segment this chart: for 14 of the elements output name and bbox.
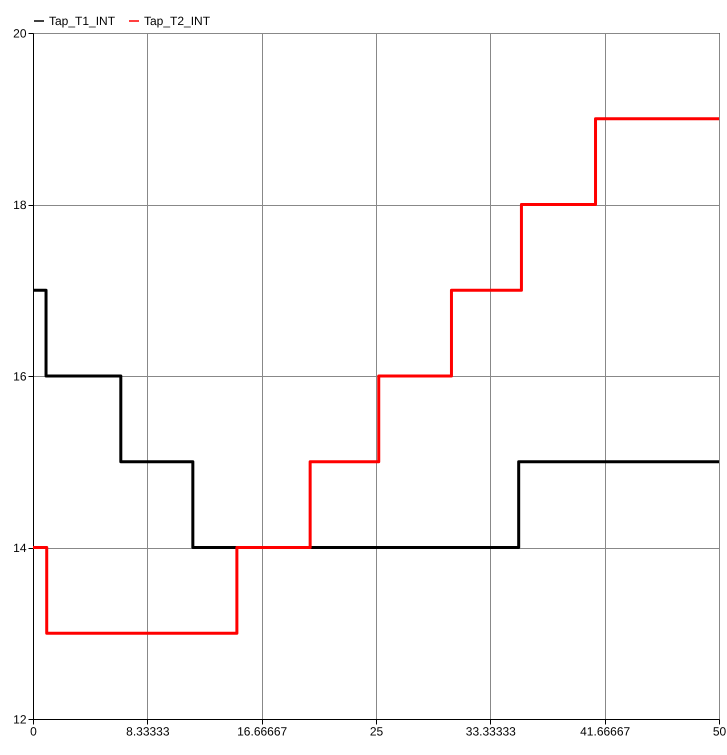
y-tick-label: 20 (13, 26, 27, 40)
y-tick-label: 16 (13, 370, 27, 384)
x-tick-label: 8.33333 (126, 724, 170, 738)
x-tick-label: 0 (30, 724, 38, 738)
y-tick-label: 14 (13, 541, 27, 555)
x-tick-label: 33.33333 (466, 724, 516, 738)
x-tick-label: 41.66667 (580, 724, 631, 738)
x-tick-label: 25 (370, 724, 384, 738)
y-tick-label: 12 (13, 712, 27, 726)
y-tick-label: 18 (13, 198, 27, 212)
x-tick-label: 50 (712, 724, 726, 738)
legend-label: Tap_T1_INT (49, 14, 116, 28)
x-tick-label: 16.66667 (237, 724, 288, 738)
legend-label: Tap_T2_INT (144, 14, 211, 28)
